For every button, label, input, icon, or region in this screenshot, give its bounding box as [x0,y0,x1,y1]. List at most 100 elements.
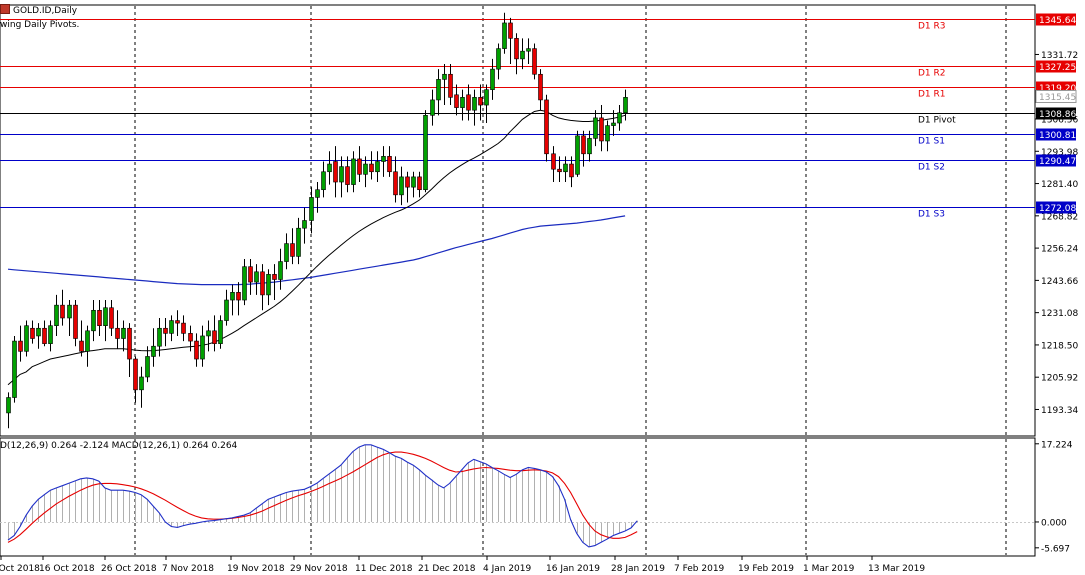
candle-body [557,168,562,173]
pivot-level-tag [1036,154,1076,167]
candle-body [593,117,598,139]
candle-body [284,243,289,262]
time-tick-label: 11 Dec 2018 [355,564,413,574]
candle-body [230,292,235,301]
candle-body [502,22,507,49]
time-tick-label: 29 Nov 2018 [290,564,348,574]
candle-body [339,166,344,183]
candle-body [411,176,416,188]
candle-body [351,158,356,185]
pivot-level-tags: 1345.64 1327.25 1319.20 1308.86 1300.81 1290.… [1035,13,1077,214]
candle-body [236,292,241,301]
symbol-title: GOLD.ID,Daily [0,4,77,16]
price-panel-frame [0,4,1036,437]
pivot-level-label: D1 R2 [918,69,946,79]
candle-body [436,79,441,101]
candle-body [448,73,453,98]
pivot-level-label: D1 S2 [918,163,945,173]
candle-body [496,48,501,70]
candle-body [321,171,326,191]
price-tick-label: 1243.66 [1041,277,1078,287]
candle-body [611,122,616,126]
candle-body [54,304,59,326]
candle-body [617,112,622,124]
candle-body [18,340,23,352]
pivot-level-tag-text: 1327.25 [1039,63,1076,73]
candle-body [393,171,398,196]
candle-body [327,163,332,173]
candle-body [623,97,628,114]
candle-body [254,271,259,283]
candle-body [563,163,568,173]
time-tick-label: 16 Jan 2019 [546,564,600,574]
candle-body [405,176,410,188]
macd-histogram [0,444,1035,547]
candle-body [224,299,229,321]
candle-body [605,125,610,142]
candle-body [30,327,35,339]
ma-short-line [7,109,626,386]
pivot-level-tag-text: 1308.86 [1039,110,1076,120]
time-tick-label: 21 Dec 2018 [418,564,476,574]
candle-body [91,309,96,332]
candle-body [127,327,132,360]
time-tick-label: 16 Oct 2018 [39,564,95,574]
pivot-level-tag-text: 1300.81 [1039,131,1076,141]
pivot-level-tag-text: 1290.47 [1039,157,1076,167]
price-tick-label: 1218.50 [1041,341,1078,351]
candle-body [6,397,11,414]
candle-body [242,266,247,301]
pivot-level-tag [1036,13,1076,26]
candle-body [48,325,53,344]
candle-body [218,320,223,344]
macd-label: D(12,26,9) 0.264 -2.124 MACD(12,26,1) 0.… [0,441,238,451]
time-tick-label: 4 Oct 2018 [0,564,40,574]
price-tick-label: 1281.40 [1041,180,1078,190]
macd-axis: 17.224 0.000 -5.697 [1035,440,1073,554]
candle-body [454,94,459,108]
macd-tick-label: 0.000 [1041,518,1067,528]
macd-tick-label: 17.224 [1041,440,1073,450]
candle-body [115,327,120,339]
pivot-level-label: D1 R3 [918,22,946,32]
time-tick-label: 4 Jan 2019 [483,564,531,574]
price-tick-label: 1293.98 [1041,148,1078,158]
time-tick-label: 13 Mar 2019 [868,564,925,574]
candle-body [399,176,404,196]
candle-body [599,117,604,142]
price-tick-label: 1231.08 [1041,309,1078,319]
candle-body [200,335,205,360]
candle-body [151,345,156,357]
candle-body [109,307,114,329]
candle-body [490,68,495,90]
candle-body [163,327,168,334]
candle-body [520,50,525,60]
candle-body [369,163,374,173]
candle-body [478,97,483,106]
candle-body [79,340,84,352]
price-tick-label: 1205.92 [1041,374,1078,384]
price-axis: 1331.72 1306.56 1293.98 1281.40 1268.82 1256.… [1035,51,1078,416]
candle-body [169,320,174,334]
macd-tick-label: -5.697 [1041,544,1070,554]
macd-main-line [7,444,638,548]
indicator-label: wing Daily Pivots. [0,20,80,30]
candle-body [60,304,65,319]
time-tick-label: 19 Nov 2018 [227,564,285,574]
candle-body [472,97,477,111]
candle-body [67,304,72,319]
pivot-level-tag [1036,201,1076,214]
candle-body [442,73,447,80]
candle-body [266,274,271,296]
pivot-level-tag-text: 1272.08 [1039,204,1076,214]
candle-body [569,163,574,178]
candle-body [85,330,90,352]
candlesticks [6,12,628,429]
candle-body [315,189,320,198]
time-tick-label: 19 Feb 2019 [738,564,794,574]
ma-long-line [7,215,626,286]
candle-body [575,135,580,175]
vertical-gridlines [134,6,1007,435]
